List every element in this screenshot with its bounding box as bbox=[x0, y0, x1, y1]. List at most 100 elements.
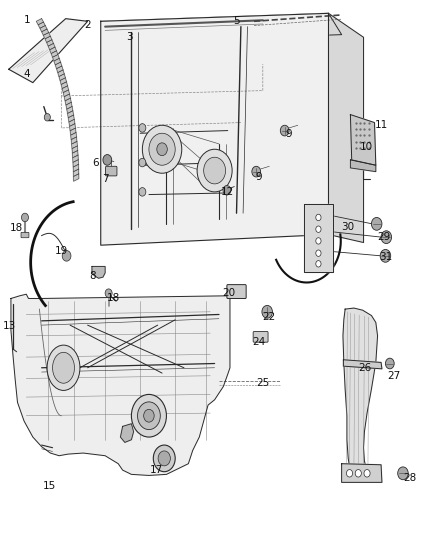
Text: 8: 8 bbox=[89, 271, 96, 281]
Polygon shape bbox=[49, 47, 57, 53]
Polygon shape bbox=[92, 266, 105, 278]
Circle shape bbox=[364, 470, 370, 477]
Polygon shape bbox=[74, 174, 79, 181]
Circle shape bbox=[355, 470, 361, 477]
Text: 3: 3 bbox=[126, 33, 133, 42]
Text: 13: 13 bbox=[3, 321, 16, 331]
Polygon shape bbox=[73, 160, 78, 167]
Polygon shape bbox=[57, 66, 63, 72]
Polygon shape bbox=[71, 137, 77, 144]
Text: 12: 12 bbox=[221, 187, 234, 197]
Circle shape bbox=[153, 445, 175, 472]
Text: 18: 18 bbox=[106, 294, 120, 303]
Circle shape bbox=[157, 143, 167, 156]
Polygon shape bbox=[328, 13, 364, 243]
Circle shape bbox=[144, 409, 154, 422]
Polygon shape bbox=[66, 102, 72, 109]
Text: 25: 25 bbox=[256, 378, 269, 387]
Polygon shape bbox=[59, 74, 65, 80]
Circle shape bbox=[316, 261, 321, 267]
Polygon shape bbox=[54, 58, 60, 65]
Text: 30: 30 bbox=[341, 222, 354, 232]
Circle shape bbox=[131, 394, 166, 437]
Polygon shape bbox=[304, 204, 333, 272]
Text: 1: 1 bbox=[24, 15, 31, 25]
Text: 6: 6 bbox=[92, 158, 99, 168]
Circle shape bbox=[139, 124, 146, 132]
Ellipse shape bbox=[47, 345, 80, 390]
Text: 19: 19 bbox=[55, 246, 68, 255]
Text: 11: 11 bbox=[375, 120, 389, 130]
Polygon shape bbox=[74, 169, 79, 176]
Polygon shape bbox=[42, 29, 49, 35]
Polygon shape bbox=[36, 19, 43, 25]
Polygon shape bbox=[120, 424, 134, 442]
Polygon shape bbox=[62, 86, 68, 93]
Circle shape bbox=[252, 166, 261, 177]
Circle shape bbox=[138, 402, 160, 430]
Polygon shape bbox=[101, 13, 328, 245]
Polygon shape bbox=[61, 82, 67, 88]
Ellipse shape bbox=[53, 352, 74, 383]
Polygon shape bbox=[38, 22, 45, 28]
Text: 2: 2 bbox=[84, 20, 91, 29]
Text: 26: 26 bbox=[358, 363, 371, 373]
Polygon shape bbox=[343, 360, 382, 369]
Text: 27: 27 bbox=[388, 372, 401, 381]
Polygon shape bbox=[60, 78, 67, 84]
Circle shape bbox=[316, 238, 321, 244]
Circle shape bbox=[316, 250, 321, 256]
Text: 22: 22 bbox=[262, 312, 276, 321]
Polygon shape bbox=[72, 146, 78, 153]
Text: 15: 15 bbox=[42, 481, 56, 491]
Polygon shape bbox=[73, 164, 79, 172]
Polygon shape bbox=[70, 124, 75, 131]
Polygon shape bbox=[9, 19, 88, 83]
Polygon shape bbox=[73, 155, 78, 163]
Polygon shape bbox=[69, 119, 75, 126]
Circle shape bbox=[62, 251, 71, 261]
Polygon shape bbox=[72, 141, 78, 149]
Text: 28: 28 bbox=[403, 473, 417, 482]
Circle shape bbox=[262, 305, 272, 318]
Text: 9: 9 bbox=[286, 130, 293, 139]
Polygon shape bbox=[48, 43, 55, 50]
FancyBboxPatch shape bbox=[227, 285, 246, 298]
Polygon shape bbox=[55, 62, 62, 69]
Polygon shape bbox=[53, 54, 59, 61]
Polygon shape bbox=[67, 111, 74, 118]
Polygon shape bbox=[71, 133, 77, 140]
Circle shape bbox=[316, 214, 321, 221]
Polygon shape bbox=[343, 308, 378, 480]
Text: 7: 7 bbox=[102, 174, 109, 183]
Polygon shape bbox=[46, 40, 53, 46]
Polygon shape bbox=[45, 36, 52, 43]
Polygon shape bbox=[11, 294, 230, 475]
Polygon shape bbox=[70, 128, 76, 135]
FancyBboxPatch shape bbox=[21, 232, 29, 238]
Circle shape bbox=[149, 133, 175, 165]
Text: 29: 29 bbox=[377, 232, 390, 241]
Circle shape bbox=[204, 157, 226, 184]
Polygon shape bbox=[51, 51, 58, 57]
Text: 18: 18 bbox=[10, 223, 23, 233]
Circle shape bbox=[21, 213, 28, 222]
Circle shape bbox=[346, 470, 353, 477]
Text: 10: 10 bbox=[360, 142, 373, 152]
Polygon shape bbox=[101, 13, 342, 43]
Polygon shape bbox=[65, 98, 71, 105]
Circle shape bbox=[380, 249, 391, 262]
Circle shape bbox=[223, 185, 231, 195]
Text: 4: 4 bbox=[24, 69, 31, 78]
Text: 17: 17 bbox=[150, 465, 163, 475]
Polygon shape bbox=[68, 115, 74, 122]
Circle shape bbox=[103, 155, 112, 165]
Circle shape bbox=[139, 188, 146, 196]
Polygon shape bbox=[43, 33, 50, 39]
Circle shape bbox=[158, 451, 170, 466]
Circle shape bbox=[105, 289, 112, 297]
Text: 5: 5 bbox=[233, 17, 240, 26]
Text: 9: 9 bbox=[255, 172, 262, 182]
Text: 24: 24 bbox=[253, 337, 266, 347]
Polygon shape bbox=[64, 94, 71, 101]
